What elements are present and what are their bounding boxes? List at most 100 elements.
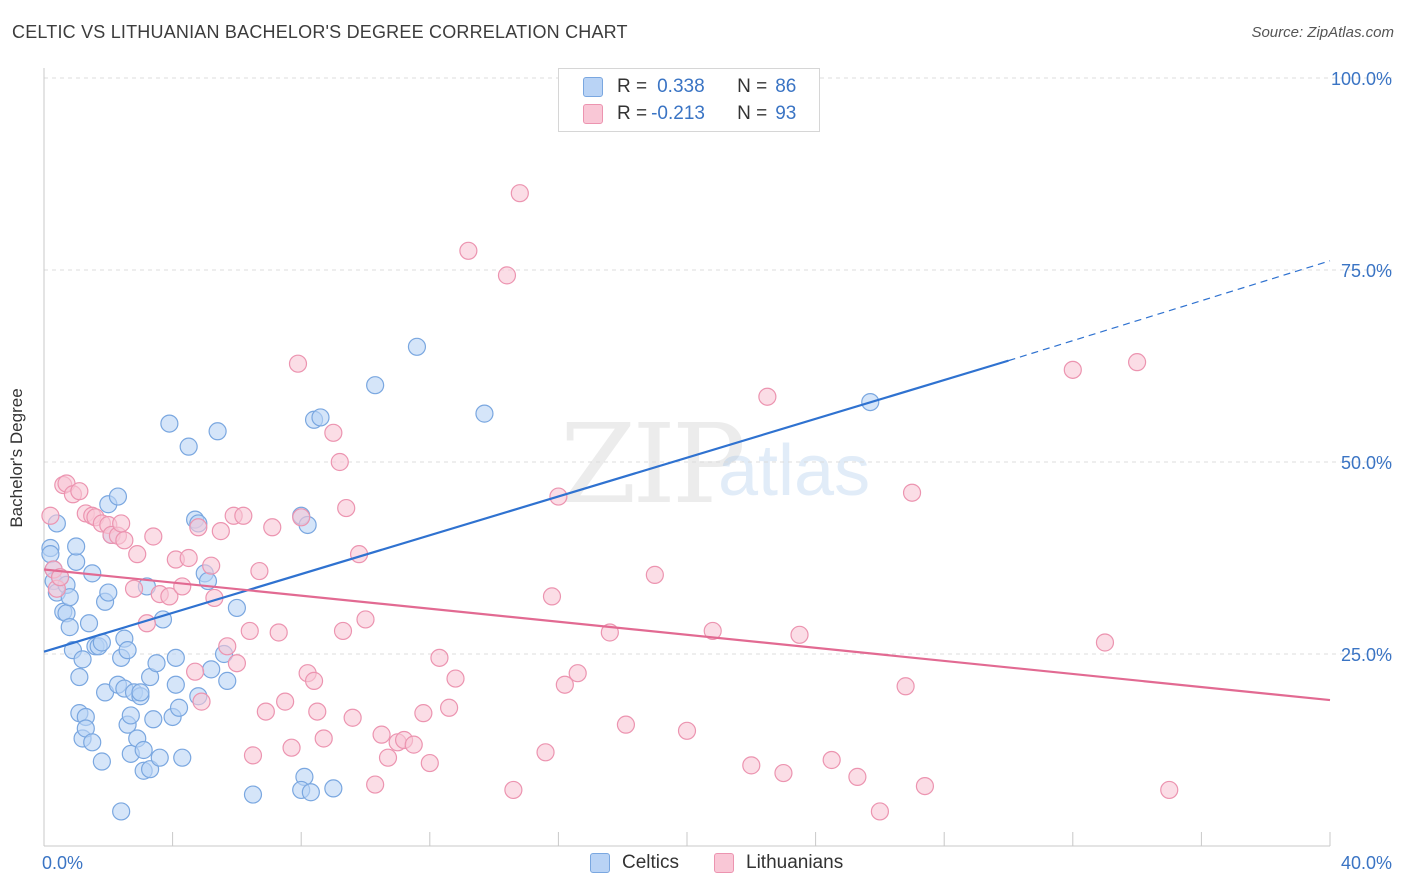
r-label: R =	[617, 76, 648, 97]
lithuanians-point	[50, 568, 70, 587]
y-tick-label: 75.0%	[1341, 261, 1392, 281]
celtics-point	[70, 667, 89, 687]
lithuanians-point	[356, 610, 375, 629]
n-value: 93	[775, 103, 797, 124]
celtics-point	[150, 748, 169, 767]
celtics-point	[366, 376, 385, 395]
lithuanians-point	[497, 266, 517, 285]
n-value: 86	[775, 76, 797, 97]
lithuanians-point	[324, 423, 343, 442]
lithuanians-point	[227, 654, 246, 673]
celtics-point	[108, 487, 128, 506]
celtics-point	[218, 671, 237, 690]
lithuanians-point	[263, 518, 282, 537]
series-legend: Celtics Lithuanians	[0, 852, 1406, 876]
n-label: N =	[737, 103, 768, 124]
lithuanians-point	[218, 637, 237, 656]
celtics-point	[92, 752, 111, 771]
lithuanians-point	[314, 729, 333, 748]
lithuanians-point	[378, 748, 398, 767]
lithuanians-point	[430, 648, 449, 667]
celtics-point	[202, 660, 221, 679]
source-credit: Source: ZipAtlas.com	[1251, 24, 1394, 41]
lithuanians-point	[276, 692, 295, 711]
lithuanians-point	[774, 763, 793, 783]
celtics-point	[407, 337, 427, 356]
lithuanians-point	[186, 662, 205, 681]
lithuanians-point	[758, 387, 777, 406]
celtics-point	[41, 545, 60, 564]
celtics-point	[243, 785, 263, 804]
celtics-point	[83, 733, 102, 752]
lithuanians-point	[304, 671, 324, 690]
lithuanians-point	[677, 721, 697, 740]
lithuanians-point	[1095, 633, 1115, 652]
r-value: 0.338	[657, 76, 705, 97]
legend-label-celtics: Celtics	[622, 852, 680, 873]
r-value: -0.213	[651, 103, 705, 124]
lithuanians-point	[742, 756, 761, 775]
lithuanians-point	[41, 506, 60, 525]
lithuanians-point	[372, 725, 391, 744]
celtics-point	[169, 698, 189, 717]
lithuanians-point	[420, 753, 439, 773]
lithuanians-point	[70, 482, 89, 501]
lithuanians-point	[822, 750, 841, 770]
lithuanians-point	[337, 498, 356, 518]
lithuanians-point	[160, 587, 179, 606]
celtics-point	[112, 802, 131, 821]
stats-legend: R = 0.338 N = 86 R = -0.213 N = 93	[558, 68, 820, 132]
lithuanians-point	[790, 625, 809, 644]
watermark-atlas: atlas	[718, 431, 871, 511]
y-tick-label: 100.0%	[1331, 69, 1392, 89]
celtics-point	[60, 588, 79, 607]
lithuanians-point	[288, 354, 308, 373]
lithuanians-point	[616, 715, 636, 734]
celtics-point	[134, 740, 153, 760]
y-tick-label: 50.0%	[1341, 453, 1392, 473]
lithuanians-point	[536, 743, 555, 762]
stats-row-celtics: R = 0.338 N = 86	[583, 75, 796, 99]
lithuanians-point	[459, 241, 478, 260]
lithuanians-point	[510, 184, 529, 203]
lithuanians-point	[234, 506, 253, 525]
celtics-point	[67, 552, 86, 571]
celtics-point	[144, 710, 163, 729]
lithuanians-swatch-icon	[583, 104, 603, 124]
legend-label-lithuanians: Lithuanians	[746, 852, 844, 873]
legend-item-celtics[interactable]: Celtics	[590, 852, 679, 874]
lithuanians-trend-line	[43, 568, 1331, 702]
celtics-point	[60, 618, 79, 637]
x-tick-label-max: 40.0%	[1341, 853, 1392, 873]
lithuanians-point	[439, 698, 459, 717]
lithuanians-point	[128, 545, 147, 564]
celtics-point	[227, 598, 246, 618]
celtics-point	[166, 648, 185, 667]
lithuanians-point	[915, 776, 935, 796]
lithuanians-point	[308, 702, 327, 721]
lithuanians-point	[144, 527, 163, 546]
lithuanians-point	[330, 452, 349, 472]
lithuanians-point	[112, 514, 131, 533]
legend-item-lithuanians[interactable]: Lithuanians	[714, 852, 843, 874]
lithuanians-point	[202, 556, 221, 575]
lithuanians-point	[414, 704, 433, 723]
lithuanians-point	[282, 738, 301, 757]
celtics-point	[475, 404, 494, 423]
lithuanians-point	[645, 565, 664, 584]
celtics-point	[208, 422, 227, 441]
y-axis-label: Bachelor's Degree	[7, 388, 26, 528]
celtics-point	[131, 683, 150, 702]
celtics-point	[324, 779, 343, 798]
watermark-zip: ZIP	[560, 400, 746, 528]
celtics-point	[73, 650, 92, 669]
celtics-point	[160, 414, 179, 433]
lithuanians-point	[896, 677, 915, 696]
lithuanians-point	[446, 669, 465, 688]
x-tick-label-min: 0.0%	[42, 853, 83, 873]
lithuanians-point	[243, 746, 263, 765]
lithuanians-point	[1160, 780, 1179, 800]
lithuanians-point	[240, 621, 259, 641]
lithuanians-point	[250, 561, 269, 581]
